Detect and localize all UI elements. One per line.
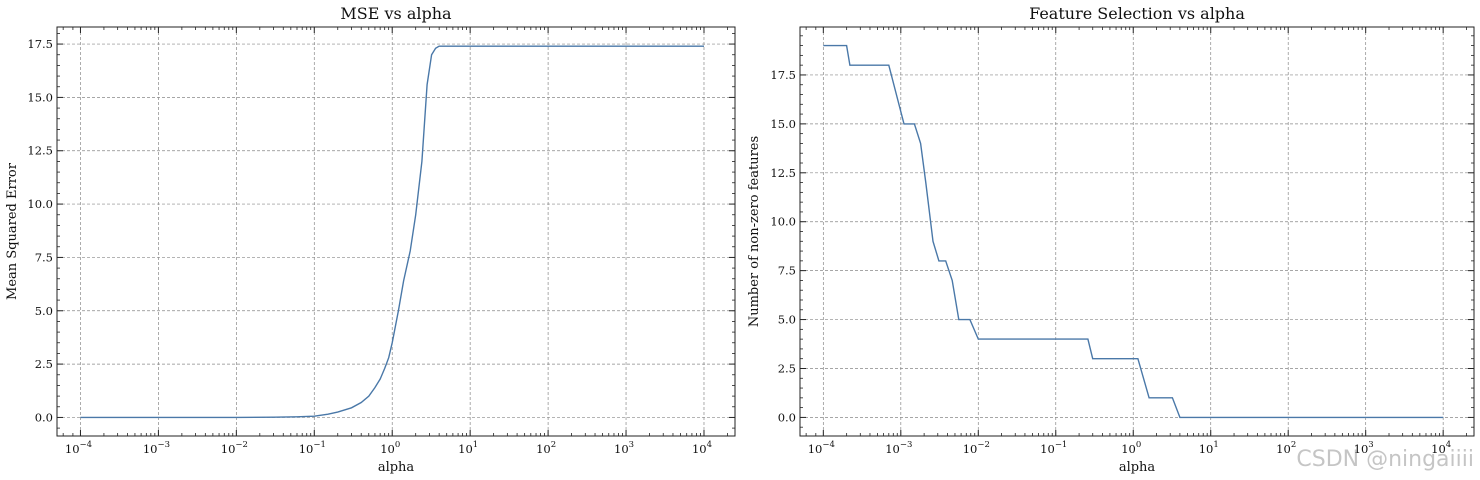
feature-y-tick-label: 7.5 <box>778 264 796 278</box>
feature-x-tick-label: 101 <box>1199 440 1219 456</box>
mse-chart-title: MSE vs alpha <box>340 4 452 23</box>
feature-y-tick-label: 2.5 <box>778 361 796 375</box>
feature-x-axis-label: alpha <box>1119 460 1156 475</box>
feature-grid <box>800 27 1474 436</box>
mse-line <box>80 45 704 419</box>
feature-x-tick-label: 103 <box>1354 440 1374 456</box>
mse-x-tick-label: 100 <box>380 440 400 456</box>
feature-x-tick-label: 10−4 <box>808 440 835 456</box>
feature-x-tick-label: 104 <box>1431 440 1451 456</box>
feature-x-tick-label: 10−3 <box>885 440 912 456</box>
mse-x-tick-label: 10−2 <box>221 440 248 456</box>
mse-chart: MSE vs alpha 10−4 10−3 10−2 10−1 100 101 102 10… <box>5 4 736 475</box>
mse-x-tick-label: 101 <box>458 440 478 456</box>
mse-x-tick-label: 10−4 <box>65 440 92 456</box>
feature-plot-frame <box>799 26 1475 437</box>
mse-y-tick-label: 0.0 <box>35 410 53 424</box>
mse-y-axis-label: Mean Squared Error <box>5 162 20 300</box>
mse-y-tick-label: 17.5 <box>27 37 53 51</box>
feature-line <box>823 44 1444 419</box>
mse-y-tick-label: 5.0 <box>35 304 53 318</box>
feature-y-tick-label: 0.0 <box>778 410 796 424</box>
feature-x-tick-label: 100 <box>1121 440 1141 456</box>
mse-x-axis-label: alpha <box>378 460 415 475</box>
feature-y-tick-label: 10.0 <box>770 215 796 229</box>
feature-y-tick-label: 17.5 <box>770 68 796 82</box>
feature-y-axis-label: Number of non-zero features <box>747 136 762 327</box>
mse-plot-frame <box>56 26 736 437</box>
feature-y-tick-label: 12.5 <box>770 166 796 180</box>
feature-x-tick-label: 10−2 <box>963 440 990 456</box>
mse-x-tick-label: 102 <box>536 440 556 456</box>
mse-x-tick-label: 103 <box>614 440 634 456</box>
mse-x-tick-label: 104 <box>692 440 712 456</box>
mse-ticks: 10−4 10−3 10−2 10−1 100 101 102 103 104 0.0 2.5 5.0… <box>27 27 735 456</box>
feature-y-tick-label: 5.0 <box>778 313 796 327</box>
mse-x-tick-label: 10−3 <box>143 440 170 456</box>
feature-x-tick-label: 10−1 <box>1040 440 1067 456</box>
feature-x-tick-label: 102 <box>1276 440 1296 456</box>
mse-y-tick-label: 2.5 <box>35 357 53 371</box>
mse-y-tick-label: 10.0 <box>27 197 53 211</box>
mse-y-tick-label: 15.0 <box>27 90 53 104</box>
feature-y-tick-label: 15.0 <box>770 117 796 131</box>
feature-chart-title: Feature Selection vs alpha <box>1029 4 1245 23</box>
mse-grid <box>57 27 735 436</box>
mse-y-tick-label: 7.5 <box>35 250 53 264</box>
mse-x-tick-label: 10−1 <box>299 440 326 456</box>
feature-selection-chart: Feature Selection vs alpha 10−4 10−3 10−2 1… <box>747 4 1475 475</box>
mse-y-tick-label: 12.5 <box>27 144 53 158</box>
watermark: CSDN @ningaiiii <box>1296 447 1474 472</box>
feature-ticks: 10−4 10−3 10−2 10−1 100 101 102 103 104 0.0 2.5 5.0… <box>770 27 1474 456</box>
